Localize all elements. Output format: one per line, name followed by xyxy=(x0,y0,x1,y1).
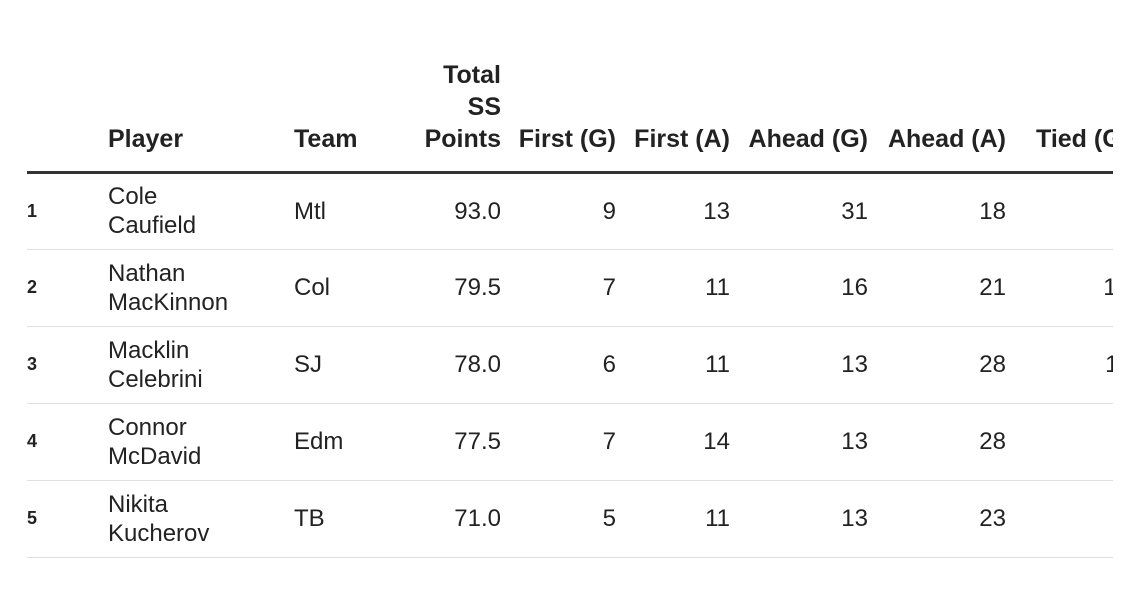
column-header: Player xyxy=(108,124,184,153)
stat-cell: 10 xyxy=(1103,274,1113,301)
stat-cell: 13 xyxy=(841,351,868,378)
stat-cell: 28 xyxy=(979,428,1006,455)
column-header: Team xyxy=(294,124,358,153)
header-row: Player Team Total SS Points First (G) First … xyxy=(27,58,1113,172)
stat-cell: 9 xyxy=(602,197,616,225)
stats-table: Player Team Total SS Points First (G) First … xyxy=(27,58,1113,558)
column-header: Total SS Points xyxy=(424,60,501,153)
stat-cell: 7 xyxy=(1006,403,1113,480)
rank-cell: 3 xyxy=(27,354,38,374)
player-cell: Nathan MacKinnon xyxy=(108,259,229,316)
team-cell: Mtl xyxy=(294,197,326,225)
stat-cell: 78.0 xyxy=(454,351,501,378)
stat-cell: 11 xyxy=(705,274,730,301)
stat-cell: 18 xyxy=(979,197,1006,225)
table-row: 5 Nikita Kucherov TB 71.0 5 11 13 233 xyxy=(27,480,1113,557)
team-cell: SJ xyxy=(294,351,323,378)
stat-cell: 31 xyxy=(841,197,868,225)
player-cell: Connor McDavid xyxy=(108,413,202,470)
table-row: 2 Nathan MacKinnon Col 79.5 7 11 16 21 10 xyxy=(27,249,1113,326)
stat-cell: 71.0 xyxy=(454,505,501,532)
column-header: Tied (G) xyxy=(1036,124,1113,153)
stat-cell: 11 xyxy=(705,505,730,532)
stat-cell: 23 xyxy=(979,505,1006,532)
stat-cell: 13 xyxy=(841,505,868,532)
table-row: 1 Cole Caufield Mtl 93.0 9 13 31 187 xyxy=(27,172,1113,249)
table-header: Player Team Total SS Points First (G) First … xyxy=(27,58,1113,172)
column-header: Ahead (G) xyxy=(748,124,868,153)
stat-cell: 13 xyxy=(841,428,868,455)
stat-cell: 14 xyxy=(703,428,730,455)
stat-cell: 5 xyxy=(602,505,616,532)
stat-cell: 11 xyxy=(1105,351,1113,378)
column-header: First (G) xyxy=(518,124,616,153)
rank-cell: 4 xyxy=(27,431,38,451)
player-cell: Cole Caufield xyxy=(108,183,197,239)
team-cell: TB xyxy=(294,505,325,532)
stat-cell: 6 xyxy=(602,351,616,378)
team-cell: Edm xyxy=(294,428,344,455)
stat-cell: 7 xyxy=(602,274,616,301)
stat-cell: 7 xyxy=(1006,172,1113,249)
stat-cell: 21 xyxy=(979,274,1006,301)
rank-cell: 2 xyxy=(27,277,38,297)
rank-cell: 1 xyxy=(27,200,38,221)
column-header: First (A) xyxy=(634,124,730,153)
stat-cell: 79.5 xyxy=(454,274,501,301)
table-row: 3 Macklin Celebrini SJ 78.0 6 11 13 28 11 xyxy=(27,326,1113,403)
player-cell: Nikita Kucherov xyxy=(108,490,210,547)
player-cell: Macklin Celebrini xyxy=(108,336,203,393)
stat-cell: 77.5 xyxy=(454,428,501,455)
stat-cell: 93.0 xyxy=(454,197,501,225)
stat-cell: 7 xyxy=(602,428,616,455)
rank-header xyxy=(27,58,108,172)
rank-cell: 5 xyxy=(27,508,38,528)
column-header: Ahead (A) xyxy=(887,124,1006,153)
table-container: Player Team Total SS Points First (G) First … xyxy=(27,0,1113,597)
stat-cell: 13 xyxy=(703,197,730,225)
team-cell: Col xyxy=(294,274,331,301)
stat-cell: 11 xyxy=(705,351,730,378)
stat-cell: 3 xyxy=(1006,480,1113,557)
stat-cell: 28 xyxy=(979,351,1006,378)
stat-cell: 16 xyxy=(841,274,868,301)
